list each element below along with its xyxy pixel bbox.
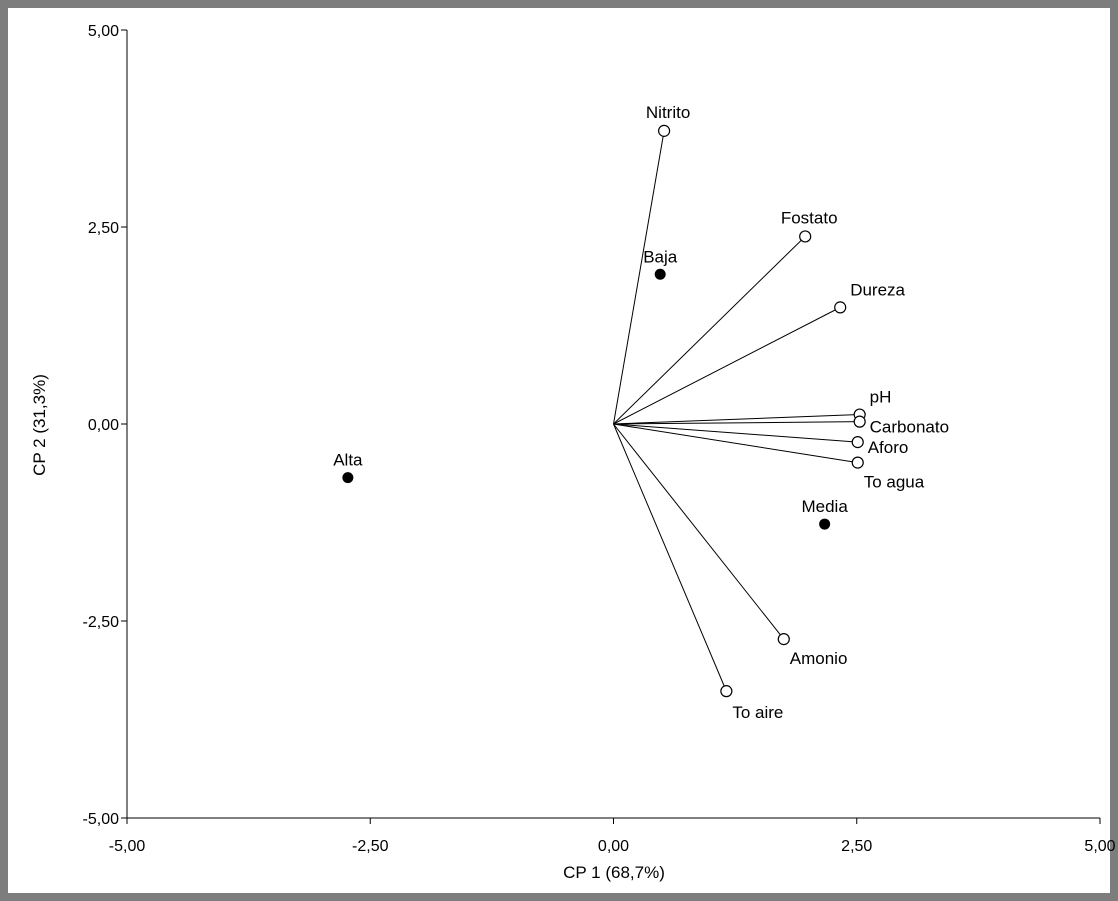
vector-amonio xyxy=(613,423,785,640)
x-axis-title: CP 1 (68,7%) xyxy=(563,863,665,882)
x-tick-label: 0,00 xyxy=(598,838,629,855)
x-tick-label: 5,00 xyxy=(1084,838,1115,855)
vector-label: Aforo xyxy=(868,438,909,457)
vector-marker xyxy=(851,436,864,449)
vector-label: Nitrito xyxy=(646,103,690,122)
vector-label: To agua xyxy=(864,473,925,492)
vector-label: To aire xyxy=(732,703,783,722)
vector-aforo xyxy=(613,423,858,443)
observation-label: Baja xyxy=(643,247,678,266)
vector-fostato xyxy=(613,236,806,425)
x-tick-label: -5,00 xyxy=(109,838,146,855)
vector-marker xyxy=(720,685,733,698)
vector-to-aire xyxy=(613,423,727,692)
observation-label: Alta xyxy=(333,451,363,470)
observation-media xyxy=(819,518,831,530)
vector-marker xyxy=(799,230,812,243)
y-tick-label: 0,00 xyxy=(88,417,119,434)
vector-label: Amonio xyxy=(790,649,848,668)
vector-marker xyxy=(834,301,847,314)
vector-ph xyxy=(613,414,860,425)
vector-label: Carbonato xyxy=(870,418,949,437)
vector-carbonato xyxy=(613,421,860,425)
x-tick-label: -2,50 xyxy=(352,838,389,855)
observation-alta xyxy=(342,472,354,484)
y-axis-title: CP 2 (31,3%) xyxy=(30,374,49,476)
vector-label: Fostato xyxy=(781,208,838,227)
y-tick-label: 2,50 xyxy=(88,220,119,237)
observation-label: Media xyxy=(801,497,848,516)
vector-label: Dureza xyxy=(850,280,905,299)
axes: -5,00 -2,50 0,00 2,50 5,00 5,00 2,50 0,00 -2,50 -… xyxy=(83,23,1116,855)
vector-marker xyxy=(777,633,790,646)
y-tick-label: -5,00 xyxy=(83,811,120,828)
vector-marker xyxy=(851,456,864,469)
vector-marker xyxy=(657,124,671,137)
vector-to-agua xyxy=(613,423,858,464)
y-tick-label: 5,00 xyxy=(88,23,119,40)
y-tick-label: -2,50 xyxy=(83,614,120,631)
vector-dureza xyxy=(613,306,841,425)
observation-points: Baja Alta Media xyxy=(333,247,848,530)
observation-baja xyxy=(654,268,666,280)
x-tick-label: 2,50 xyxy=(841,838,872,855)
vector-marker xyxy=(853,415,866,428)
vector-label: pH xyxy=(870,388,892,407)
vector-nitrito xyxy=(613,130,665,425)
